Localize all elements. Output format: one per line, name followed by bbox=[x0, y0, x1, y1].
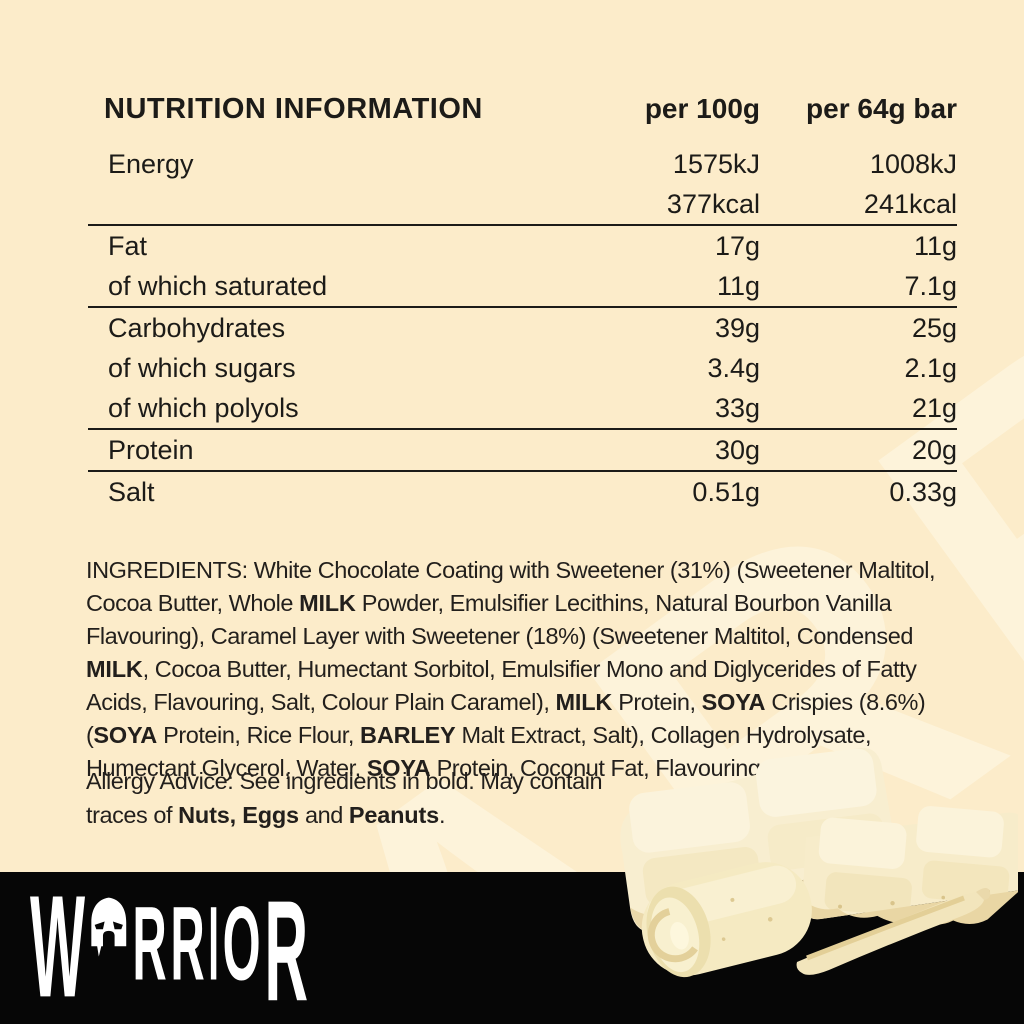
row-label: Energy bbox=[108, 148, 194, 179]
logo-letter-o: O bbox=[223, 892, 261, 1002]
logo-letter-w: W bbox=[30, 892, 85, 1006]
logo-letter-r2: R bbox=[170, 892, 204, 1002]
ingredients-paragraph: INGREDIENTS: White Chocolate Coating wit… bbox=[86, 556, 936, 781]
row-value-per-100g: 39g bbox=[714, 312, 760, 343]
table-row-carbohydrates: Carbohydrates 39g 25g bbox=[88, 308, 957, 348]
row-value-per-100g: 33g bbox=[714, 392, 760, 423]
white-chocolate-photo bbox=[620, 747, 1018, 978]
table-row-salt: Salt 0.51g 0.33g bbox=[88, 472, 957, 512]
warrior-logo: W R R I O R bbox=[30, 892, 308, 1006]
row-value-per-bar: 1008kJ bbox=[869, 148, 957, 179]
table-row-protein: Protein 30g 20g bbox=[88, 430, 957, 470]
table-row-saturated: of which saturated 11g 7.1g bbox=[88, 266, 957, 306]
spartan-helmet-icon bbox=[91, 897, 127, 957]
table-divider bbox=[88, 428, 957, 430]
column-header-per-bar: per 64g bar bbox=[806, 93, 957, 124]
row-value-per-bar: 25g bbox=[911, 312, 957, 343]
logo-letter-i: I bbox=[208, 892, 218, 1002]
table-row-polyols: of which polyols 33g 21g bbox=[88, 388, 957, 428]
chocolate-shaving bbox=[796, 888, 991, 975]
table-row-sugars: of which sugars 3.4g 2.1g bbox=[88, 348, 957, 388]
table-divider bbox=[88, 470, 957, 472]
row-label: of which polyols bbox=[108, 392, 299, 423]
logo-letter-r1: R bbox=[133, 892, 167, 1002]
row-value-per-bar: 20g bbox=[911, 434, 957, 465]
row-label: of which sugars bbox=[108, 352, 296, 383]
row-value-per-100g: 0.51g bbox=[692, 476, 760, 507]
row-label: Salt bbox=[108, 476, 155, 507]
table-header-gap bbox=[88, 132, 957, 144]
allergy-advice-paragraph: Allergy Advice: See ingredients in bold.… bbox=[86, 767, 603, 828]
row-label: of which saturated bbox=[108, 270, 328, 301]
column-header-per-100g: per 100g bbox=[644, 93, 760, 124]
row-label: Fat bbox=[108, 230, 148, 261]
row-value-per-100g: 11g bbox=[716, 270, 760, 301]
row-value-per-bar: 21g bbox=[911, 392, 957, 423]
row-value-per-bar: 0.33g bbox=[889, 476, 957, 507]
row-value-per-bar: 2.1g bbox=[904, 352, 957, 383]
logo-letter-r3: R bbox=[264, 892, 308, 1006]
row-value-per-100g: 17g bbox=[714, 230, 760, 261]
table-row-energy: Energy 1575kJ 1008kJ bbox=[88, 144, 957, 184]
chocolate-curl bbox=[641, 862, 812, 978]
row-value-per-bar: 7.1g bbox=[904, 270, 957, 301]
row-value-per-100g: 377kcal bbox=[666, 188, 760, 219]
table-divider bbox=[88, 224, 957, 226]
nutrition-table: NUTRITION INFORMATION per 100g per 64g b… bbox=[88, 86, 957, 512]
table-header-row: NUTRITION INFORMATION per 100g per 64g b… bbox=[88, 86, 957, 132]
row-value-per-100g: 30g bbox=[714, 434, 760, 465]
row-label: Carbohydrates bbox=[108, 312, 286, 343]
table-row-energy-kcal: 377kcal 241kcal bbox=[88, 184, 957, 224]
table-title: NUTRITION INFORMATION bbox=[104, 92, 483, 125]
row-label: Protein bbox=[108, 434, 194, 465]
row-value-per-bar: 11g bbox=[913, 230, 957, 261]
table-divider bbox=[88, 306, 957, 308]
row-value-per-bar: 241kcal bbox=[863, 188, 957, 219]
chocolate-bar-piece-right bbox=[802, 806, 1018, 925]
row-value-per-100g: 1575kJ bbox=[672, 148, 760, 179]
row-value-per-100g: 3.4g bbox=[707, 352, 760, 383]
table-row-fat: Fat 17g 11g bbox=[88, 226, 957, 266]
